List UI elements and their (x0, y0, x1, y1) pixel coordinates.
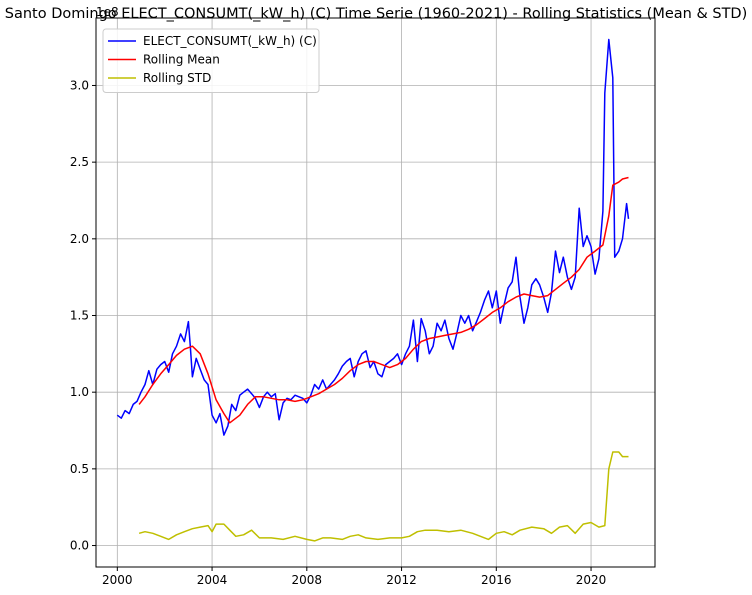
y-tick-label: 2.5 (70, 155, 89, 169)
x-tick-label: 2016 (481, 573, 512, 587)
y-tick-label: 1.0 (70, 385, 89, 399)
y-tick-label: 3.0 (70, 78, 89, 92)
series-line-2 (138, 176, 629, 424)
series-line-3 (138, 451, 629, 542)
legend-box (102, 28, 320, 93)
y-axis-offset-label: 1e8 (96, 5, 119, 19)
series-lines (116, 38, 630, 542)
x-tick-label: 2004 (197, 573, 228, 587)
grid (96, 18, 655, 567)
chart-title: Santo Domingo ELECT_CONSUMT(_kW_h) (C) T… (5, 6, 748, 22)
x-tick-label: 2020 (576, 573, 607, 587)
y-tick-label: 2.0 (70, 232, 89, 246)
x-tick-label: 2000 (102, 573, 133, 587)
plot-frame (95, 17, 656, 568)
legend: ELECT_CONSUMT(_kW_h) (C) Rolling Mean Roll… (102, 28, 320, 93)
y-tick-label: 0.0 (70, 539, 89, 553)
legend-label: Rolling STD (143, 71, 211, 85)
x-tick-label: 2008 (292, 573, 323, 587)
x-tick-label: 2012 (386, 573, 417, 587)
y-tick-label: 0.5 (70, 462, 89, 476)
legend-label: Rolling Mean (143, 53, 220, 67)
y-tick-label: 1.5 (70, 309, 89, 323)
legend-label: ELECT_CONSUMT(_kW_h) (C) (143, 34, 317, 48)
axis-ticks: 2000 2004 2008 2012 2016 2020 0.0 0.5 1.0 1.5 2.0 2… (70, 78, 606, 587)
